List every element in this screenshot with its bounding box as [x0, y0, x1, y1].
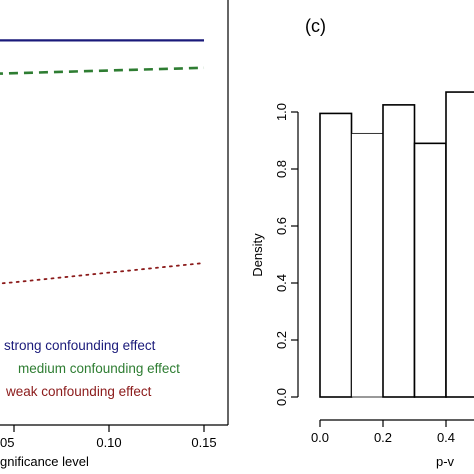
y-tick-label: 0.2: [274, 331, 289, 349]
right-y-axis-label: Density: [250, 233, 265, 277]
right-x-axis-label: p-v: [436, 454, 455, 469]
series-line-2: [0, 262, 205, 285]
right-y-axis: 0.0 0.2 0.4 0.6 0.8 1.0: [274, 103, 299, 406]
y-tick-label: 0.4: [274, 274, 289, 292]
left-x-axis-label: gnificance level: [0, 454, 89, 469]
right-histogram-bars: [319, 91, 474, 398]
left-legend: strong confounding effect medium confound…: [4, 338, 180, 399]
histogram-bar-2: [382, 104, 416, 398]
x-tick-label: 0.2: [374, 430, 392, 445]
histogram-bar-3: [413, 142, 447, 398]
y-tick-label: 1.0: [274, 103, 289, 121]
x-tick-label: 0.4: [437, 430, 455, 445]
panel-label-c: (c): [305, 16, 326, 36]
legend-entry-1: medium confounding effect: [18, 361, 180, 376]
series-line-1: [0, 66, 205, 75]
x-tick-label: 05: [0, 435, 14, 450]
left-lines: [0, 39, 205, 285]
x-tick-label: 0.15: [191, 435, 216, 450]
y-tick-label: 0.6: [274, 217, 289, 235]
legend-entry-2: weak confounding effect: [5, 384, 152, 399]
y-tick-label: 0.8: [274, 160, 289, 178]
right-x-axis: 0.0 0.2 0.4: [311, 419, 474, 445]
histogram-bar-0: [319, 112, 353, 398]
histogram-bar-4: [445, 91, 474, 398]
histogram-bar-1: [351, 132, 384, 398]
left-panel: strong confounding effect medium confound…: [0, 0, 229, 469]
right-panel: (c) 0.0 0.2 0.4 0.6 0.8 1.0 0.0 0.2 0.4 Density…: [250, 16, 474, 469]
left-plot-frame: [0, 0, 229, 426]
y-tick-label: 0.0: [274, 388, 289, 406]
x-tick-label: 0.10: [96, 435, 121, 450]
x-tick-label: 0.0: [311, 430, 329, 445]
left-x-ticks: 05 0.10 0.15: [0, 425, 217, 450]
legend-entry-0: strong confounding effect: [4, 338, 156, 353]
